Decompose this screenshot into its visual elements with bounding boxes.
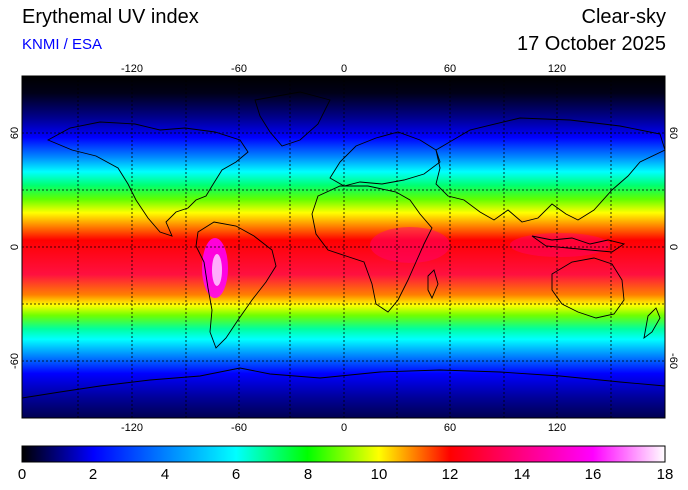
- lon-tick-top: -120: [121, 63, 143, 75]
- graticule: [22, 76, 665, 418]
- colorbar-tick: 16: [585, 466, 602, 483]
- lat-tick-right: 0: [667, 244, 679, 250]
- lon-tick-bottom: 0: [341, 422, 347, 434]
- lon-tick-top: 120: [548, 63, 566, 75]
- data-source-label: KNMI / ESA: [22, 36, 103, 53]
- colorbar-tick: 12: [442, 466, 459, 483]
- lon-tick-bottom: 60: [444, 422, 456, 434]
- colorbar-tick: 0: [18, 466, 26, 483]
- coastlines: [22, 91, 665, 418]
- colorbar-tick: 18: [657, 466, 674, 483]
- uv-colorbar: [21, 445, 666, 463]
- lat-tick-left: -60: [9, 353, 21, 369]
- colorbar-tick: 8: [304, 466, 312, 483]
- colorbar-tick: 14: [514, 466, 531, 483]
- lon-tick-bottom: -60: [231, 422, 247, 434]
- colorbar-tick: 10: [371, 466, 388, 483]
- lat-tick-right: 60: [667, 127, 679, 139]
- date-label: 17 October 2025: [517, 33, 666, 55]
- colorbar-tick: 2: [89, 466, 97, 483]
- colorbar-tick: 6: [232, 466, 240, 483]
- colorbar-tick: 4: [161, 466, 169, 483]
- lon-tick-top: -60: [231, 63, 247, 75]
- sky-condition-label: Clear-sky: [581, 6, 666, 28]
- map-title: Erythemal UV index: [22, 6, 199, 28]
- lon-tick-top: 0: [341, 63, 347, 75]
- map-frame: [21, 75, 666, 419]
- lon-tick-bottom: 120: [548, 422, 566, 434]
- lon-tick-bottom: -120: [121, 422, 143, 434]
- lon-tick-top: 60: [444, 63, 456, 75]
- lat-tick-right: -60: [667, 353, 679, 369]
- lat-tick-left: 0: [9, 244, 21, 250]
- lat-tick-left: 60: [9, 127, 21, 139]
